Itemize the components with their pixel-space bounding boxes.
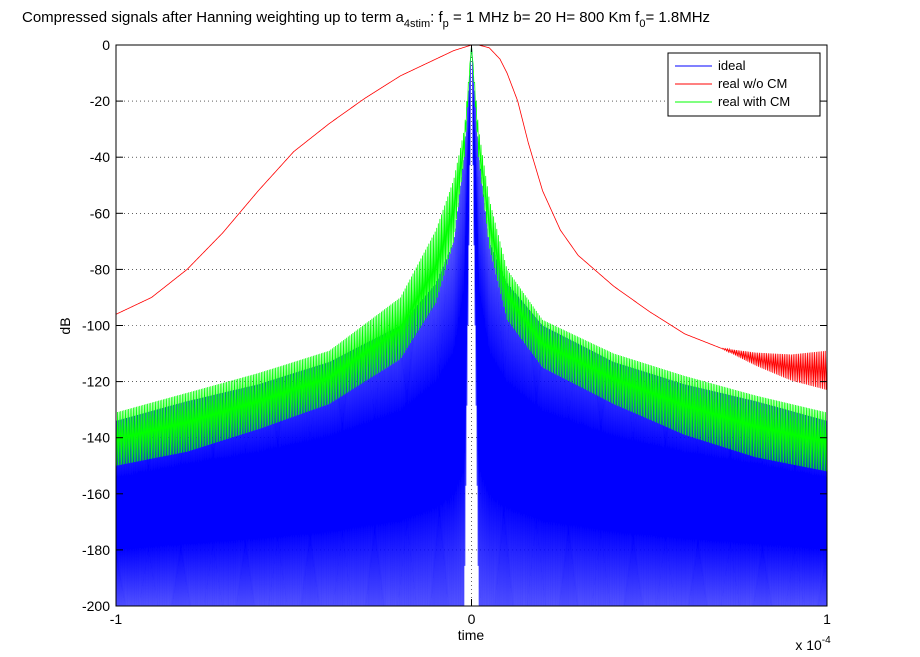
- title-prefix: Compressed signals after Hanning weighti…: [22, 9, 405, 26]
- title-prefix-subscript: 4stim: [404, 18, 430, 30]
- series-real-without-cm-line: [116, 45, 827, 390]
- x-axis-multiplier: x 10-4: [795, 635, 831, 653]
- x-tick-label: 1: [823, 611, 831, 627]
- series-real-with-cm-line: [116, 45, 827, 472]
- y-tick-label: -80: [90, 261, 110, 277]
- title-mid1-subscript: p: [443, 18, 449, 30]
- y-tick-labels: 0 -20 -40 -60 -80 -100 -120 -140 -160 -180 -200: [82, 37, 110, 614]
- y-tick-label: -140: [82, 430, 110, 446]
- legend-label-real-with-cm: real with CM: [718, 94, 790, 109]
- tick-marks: [115, 44, 828, 607]
- y-tick-label: -20: [90, 93, 110, 109]
- y-tick-label: -160: [82, 486, 110, 502]
- legend: ideal real w/o CM real with CM: [667, 52, 821, 117]
- x-axis-label: time: [458, 627, 485, 643]
- series-layer: [116, 45, 827, 606]
- title-mid2: = 1 MHz b= 20 H= 800 Km f: [449, 9, 640, 26]
- y-axis-label: dB: [57, 317, 73, 334]
- legend-label-real-without-cm: real w/o CM: [718, 76, 787, 91]
- y-tick-label: -120: [82, 374, 110, 390]
- title-suffix: = 1.8MHz: [645, 9, 710, 26]
- y-tick-label: 0: [102, 37, 110, 53]
- legend-label-ideal: ideal: [718, 58, 746, 73]
- x-tick-labels: -1 0 1: [110, 611, 831, 627]
- title-mid1: : f: [430, 9, 443, 26]
- y-tick-label: -40: [90, 149, 110, 165]
- chart-title: Compressed signals after Hanning weighti…: [22, 9, 710, 30]
- series-ideal-line: [116, 45, 827, 606]
- y-tick-label: -180: [82, 542, 110, 558]
- title-mid2-subscript: 0: [639, 18, 645, 30]
- x-tick-label: -1: [110, 611, 123, 627]
- y-tick-label: -100: [82, 318, 110, 334]
- x-multiplier-exponent: -4: [822, 635, 831, 646]
- y-tick-label: -200: [82, 598, 110, 614]
- y-tick-label: -60: [90, 205, 110, 221]
- x-tick-label: 0: [468, 611, 476, 627]
- x-multiplier-base: x 10: [795, 637, 822, 653]
